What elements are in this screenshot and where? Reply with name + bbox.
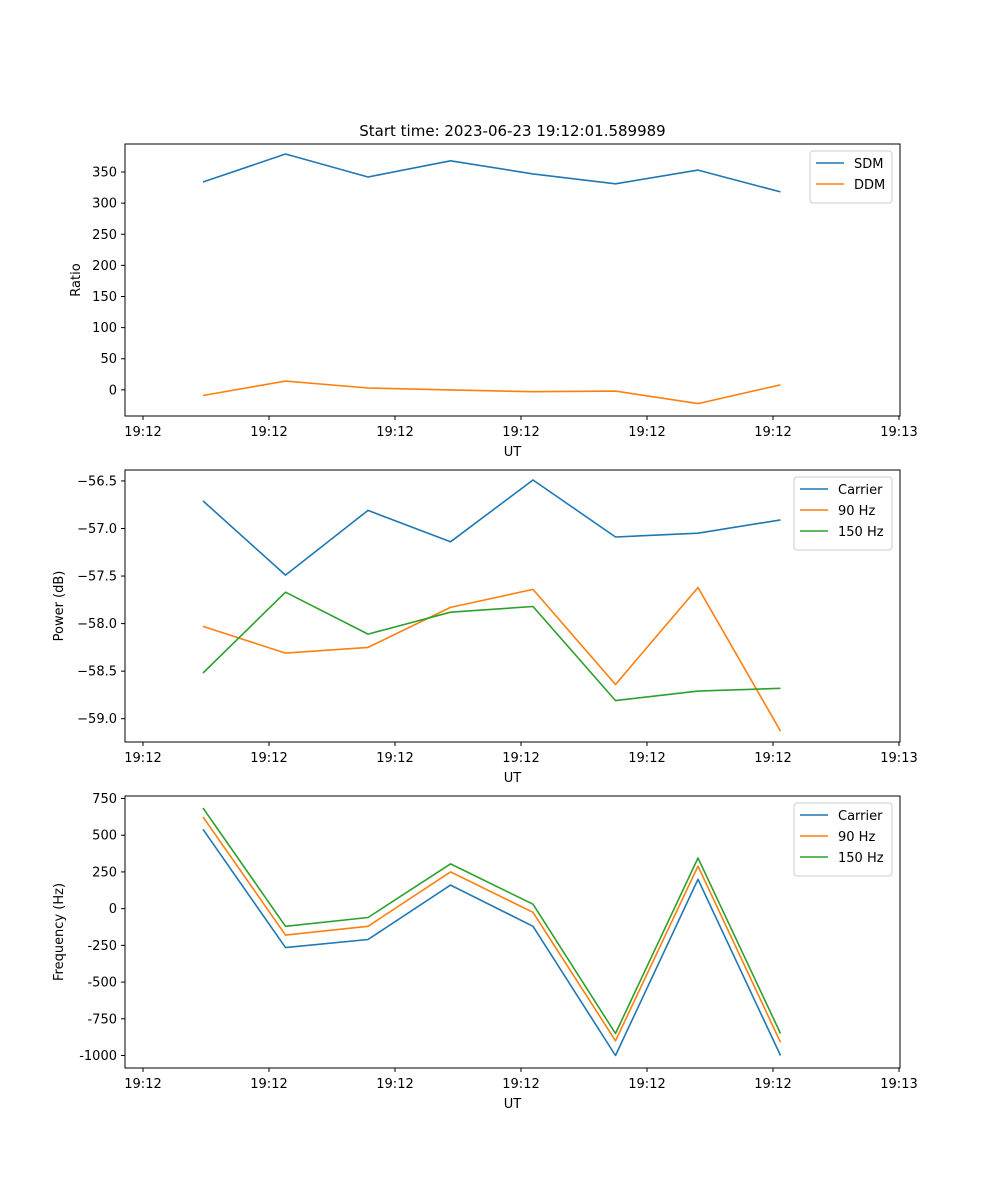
- x-tick-label: 19:12: [754, 425, 791, 440]
- x-tick-label: 19:12: [124, 751, 161, 766]
- y-tick-label: 150: [92, 290, 117, 305]
- series-line-carrier: [202, 828, 782, 1057]
- x-tick-label: 19:12: [124, 1077, 161, 1092]
- y-tick-label: −59.0: [77, 712, 117, 727]
- chart-panel-3: 19:12 19:12 19:12 19:12 19:12 19:12 19:13 750 50…: [52, 792, 918, 1112]
- x-tick-label: 19:12: [376, 1077, 413, 1092]
- chart-title: Start time: 2023-06-23 19:12:01.589989: [359, 122, 665, 140]
- legend-label: 90 Hz: [838, 504, 875, 519]
- x-tick-label: 19:13: [880, 1077, 917, 1092]
- x-tick-label: 19:13: [880, 425, 917, 440]
- x-axis-label: UT: [504, 771, 522, 786]
- y-tick-label: 350: [92, 166, 117, 181]
- y-tick-label: -750: [87, 1012, 117, 1027]
- legend-label: 150 Hz: [838, 851, 884, 866]
- y-tick-label: 100: [92, 321, 117, 336]
- y-axis-label: Frequency (Hz): [52, 883, 67, 981]
- y-tick-label: 0: [109, 383, 117, 398]
- x-tick-label: 19:12: [754, 751, 791, 766]
- y-tick-label: 50: [100, 352, 117, 367]
- y-tick-label: 200: [92, 259, 117, 274]
- series-line-150-hz: [202, 591, 781, 702]
- y-tick-label: −57.5: [77, 570, 117, 585]
- x-tick-label: 19:12: [628, 751, 665, 766]
- legend-label: Carrier: [838, 809, 883, 824]
- x-tick-label: 19:12: [376, 751, 413, 766]
- x-tick-label: 19:12: [502, 425, 539, 440]
- chart-panel-2: 19:12 19:12 19:12 19:12 19:12 19:12 19:13 −56.5…: [52, 469, 918, 786]
- series-line-ddm: [202, 380, 781, 405]
- series-line-carrier: [202, 479, 781, 576]
- legend-label: DDM: [854, 178, 885, 193]
- x-tick-label: 19:12: [250, 425, 287, 440]
- y-tick-label: −58.0: [77, 617, 117, 632]
- series-line-90-hz: [202, 816, 782, 1043]
- series-line-sdm: [202, 153, 781, 193]
- legend-box: [809, 150, 893, 204]
- x-tick-label: 19:12: [502, 751, 539, 766]
- x-tick-label: 19:12: [376, 425, 413, 440]
- series-line-150-hz: [202, 807, 782, 1035]
- legend-label: Carrier: [838, 483, 883, 498]
- x-tick-label: 19:12: [124, 425, 161, 440]
- y-tick-label: 250: [92, 865, 117, 880]
- legend-label: SDM: [854, 157, 883, 172]
- x-axis-label: UT: [504, 445, 522, 460]
- legend: Carrier 90 Hz 150 Hz: [793, 802, 893, 877]
- x-tick-label: 19:12: [502, 1077, 539, 1092]
- legend: Carrier 90 Hz 150 Hz: [793, 476, 893, 551]
- y-axis-label: Ratio: [69, 263, 84, 296]
- x-tick-label: 19:12: [250, 751, 287, 766]
- legend-label: 150 Hz: [838, 525, 884, 540]
- y-tick-label: 750: [92, 792, 117, 807]
- y-tick-label: 300: [92, 197, 117, 212]
- chart-panel-1: Start time: 2023-06-23 19:12:01.589989 19…: [69, 122, 918, 460]
- y-tick-label: 250: [92, 228, 117, 243]
- axes-frame: [124, 469, 901, 743]
- y-tick-label: -1000: [79, 1049, 117, 1064]
- x-tick-label: 19:13: [880, 751, 917, 766]
- y-tick-label: −58.5: [77, 665, 117, 680]
- series-line-90-hz: [202, 586, 782, 732]
- y-axis-label: Power (dB): [52, 571, 67, 642]
- y-tick-label: −57.0: [77, 522, 117, 537]
- axes-frame: [124, 143, 901, 417]
- y-tick-label: 500: [92, 829, 117, 844]
- y-tick-label: -500: [87, 976, 117, 991]
- legend-label: 90 Hz: [838, 830, 875, 845]
- y-tick-label: -250: [87, 939, 117, 954]
- legend: SDM DDM: [809, 150, 893, 204]
- y-tick-label: 0: [109, 902, 117, 917]
- x-axis-label: UT: [504, 1097, 522, 1112]
- axes-frame: [124, 795, 901, 1069]
- x-tick-label: 19:12: [628, 1077, 665, 1092]
- x-tick-label: 19:12: [628, 425, 665, 440]
- x-tick-label: 19:12: [754, 1077, 791, 1092]
- x-tick-label: 19:12: [250, 1077, 287, 1092]
- y-tick-label: −56.5: [77, 474, 117, 489]
